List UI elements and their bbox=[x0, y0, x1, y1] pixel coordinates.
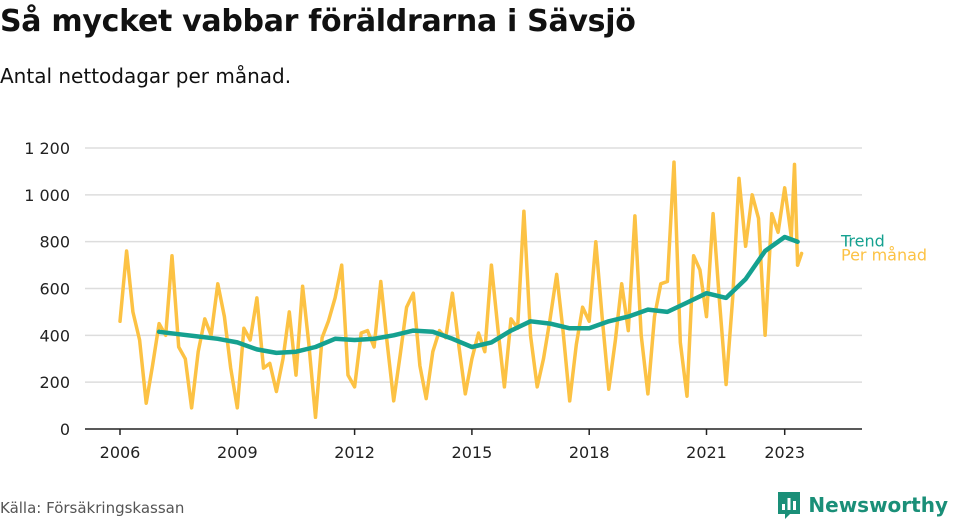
x-tick-label: 2018 bbox=[569, 443, 610, 462]
monthly-series-label: Per månad bbox=[841, 246, 927, 265]
monthly-series-end bbox=[795, 251, 804, 267]
y-tick-label: 600 bbox=[39, 280, 70, 299]
x-tick-label: 2015 bbox=[452, 443, 493, 462]
y-axis: 0 200 400 600 800 1 000 1 200 bbox=[24, 139, 70, 439]
x-tick-label: 2023 bbox=[764, 443, 805, 462]
y-tick-label: 1 200 bbox=[24, 139, 70, 158]
x-tick-label: 2021 bbox=[686, 443, 727, 462]
line-chart: 0 200 400 600 800 1 000 1 200 2006 2009 2012 2015… bbox=[24, 139, 927, 462]
y-tick-label: 800 bbox=[39, 233, 70, 252]
x-axis: 2006 2009 2012 2015 2018 2021 2023 bbox=[85, 428, 862, 462]
chart-title: Så mycket vabbar föräldrarna i Sävsjö bbox=[0, 4, 636, 39]
y-tick-label: 400 bbox=[39, 326, 70, 345]
brand-logo[interactable]: Newsworthy bbox=[776, 490, 948, 520]
trend-series-line bbox=[156, 234, 800, 356]
chart-subtitle: Antal nettodagar per månad. bbox=[0, 64, 292, 88]
newsworthy-logo-icon bbox=[778, 492, 801, 519]
y-tick-label: 1 000 bbox=[24, 186, 70, 205]
monthly-series-line bbox=[118, 160, 800, 420]
x-tick-label: 2006 bbox=[100, 443, 141, 462]
x-tick-label: 2009 bbox=[217, 443, 258, 462]
y-tick-label: 0 bbox=[60, 420, 70, 439]
series-lines bbox=[118, 160, 804, 420]
trend-series-label: Trend bbox=[840, 231, 885, 250]
brand-name: Newsworthy bbox=[808, 493, 948, 517]
y-tick-label: 200 bbox=[39, 373, 70, 392]
source-note: Källa: Försäkringskassan bbox=[0, 499, 185, 517]
x-tick-label: 2012 bbox=[334, 443, 375, 462]
